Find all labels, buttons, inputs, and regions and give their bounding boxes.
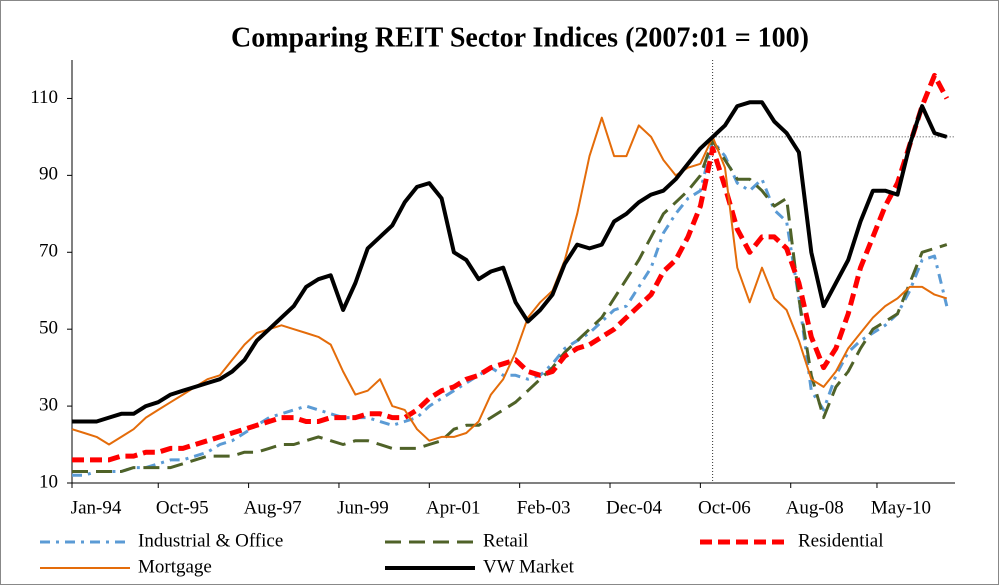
series-line	[72, 139, 948, 473]
series-line	[71, 116, 948, 446]
x-tick-label: Oct-95	[156, 497, 209, 518]
x-tick-label: Apr-01	[426, 497, 481, 518]
y-tick-label: 30	[39, 394, 58, 415]
legend-label: Mortgage	[138, 556, 212, 577]
y-tick-label: 50	[39, 318, 58, 339]
y-tick-label: 10	[39, 471, 58, 492]
x-tick-label: Aug-97	[244, 497, 302, 518]
legend-label: Residential	[798, 530, 883, 551]
y-tick-label: 110	[30, 87, 58, 108]
x-tick-label: Feb-03	[517, 497, 571, 518]
x-tick-label: Aug-08	[786, 497, 844, 518]
series-line	[72, 100, 948, 424]
x-tick-label: Oct-06	[698, 497, 751, 518]
series-line	[72, 72, 950, 463]
legend-label: Industrial & Office	[138, 530, 283, 551]
x-tick-label: Jan-94	[71, 497, 122, 518]
x-tick-label: Dec-04	[606, 497, 662, 518]
legend-label: VW Market	[483, 556, 575, 577]
y-tick-label: 90	[39, 164, 58, 185]
chart-title: Comparing REIT Sector Indices (2007:01 =…	[231, 22, 809, 53]
x-tick-label: May-10	[871, 497, 931, 518]
legend-label: Retail	[483, 530, 528, 551]
x-tick-label: Jun-99	[337, 497, 389, 518]
y-tick-label: 70	[39, 241, 58, 262]
